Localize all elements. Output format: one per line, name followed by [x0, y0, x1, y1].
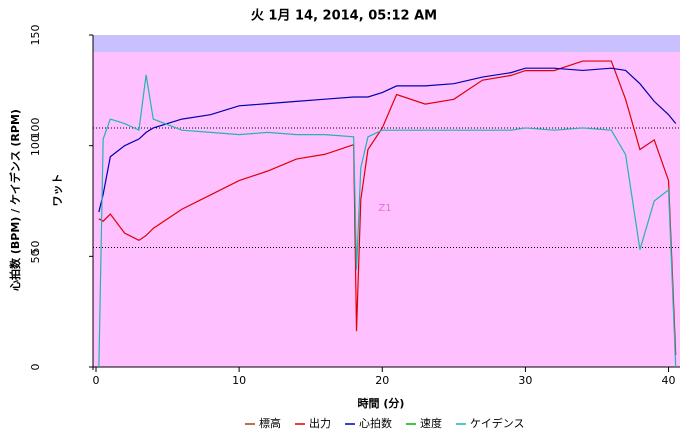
- zone-label: Z1: [378, 203, 391, 214]
- y2-tick-label: 100: [29, 117, 42, 138]
- series-line: [98, 67, 677, 213]
- y-tick-label: 100: [29, 135, 42, 156]
- legend-label: ケイデンス: [470, 416, 525, 430]
- legend-label: 心拍数: [359, 416, 392, 430]
- y2-axis-label: ワット: [51, 174, 64, 207]
- plot-background: [93, 35, 680, 367]
- legend-label: 出力: [309, 416, 331, 430]
- x-tick-label: 20: [375, 374, 389, 387]
- y-axis-label: 心拍数 (BPM) / ケイデンス (RPM): [8, 109, 22, 291]
- chart-title: 火 1月 14, 2014, 05:12 AM: [251, 9, 437, 24]
- x-tick-label: 40: [662, 374, 676, 387]
- y-tick-label: 50: [29, 249, 42, 263]
- series-line: [98, 60, 677, 356]
- x-tick-label: 10: [232, 374, 246, 387]
- legend-label: 速度: [420, 416, 442, 430]
- x-axis-label: 時間 (分): [358, 396, 405, 410]
- y2-tick-label: 50: [29, 240, 42, 254]
- legend-label: 標高: [259, 416, 281, 430]
- zone-band: [93, 35, 680, 52]
- y-tick-label: 0: [29, 364, 42, 371]
- y-tick-label: 150: [29, 25, 42, 46]
- series-line: [98, 74, 677, 368]
- x-tick-label: 30: [518, 374, 532, 387]
- x-tick-label: 0: [93, 374, 100, 387]
